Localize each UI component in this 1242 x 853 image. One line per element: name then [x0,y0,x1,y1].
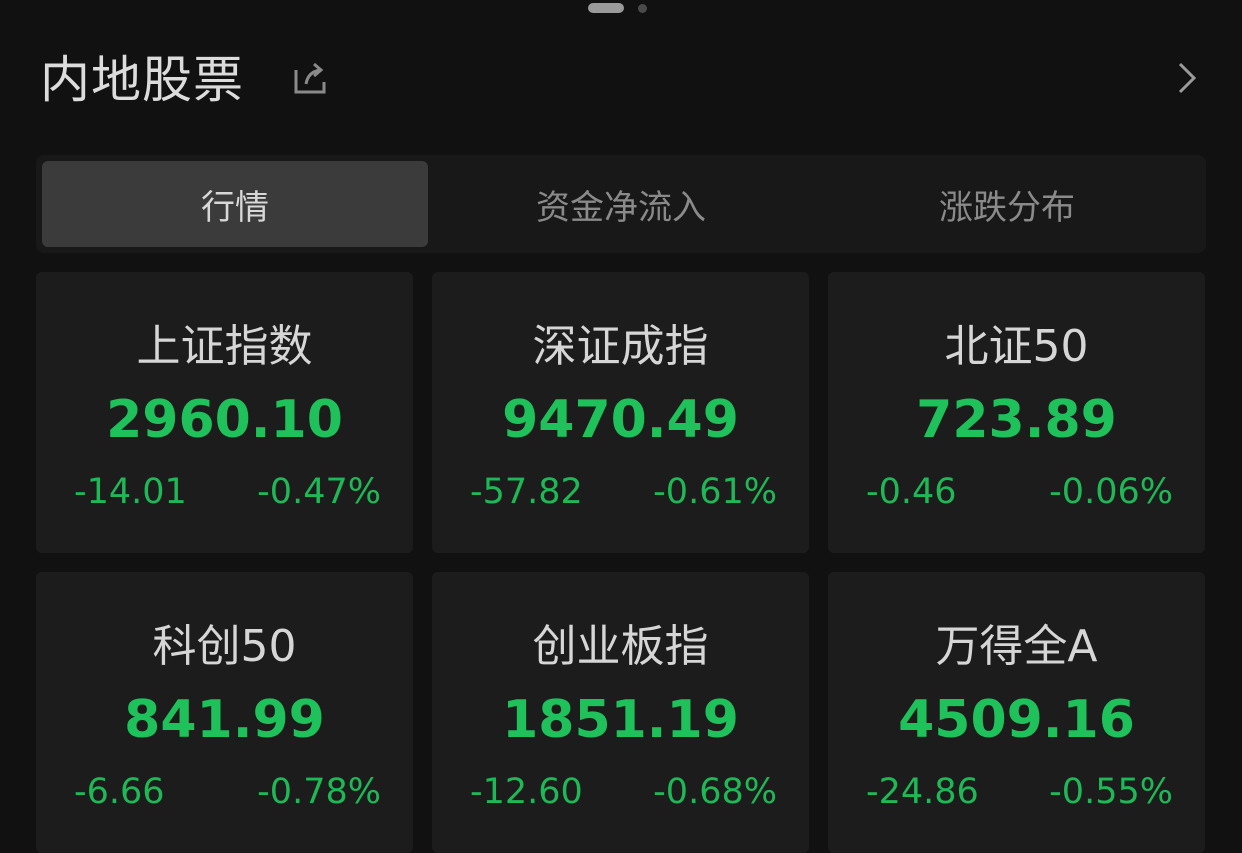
tab-market[interactable]: 行情 [42,161,428,247]
index-change-percent: -0.61% [653,472,777,512]
index-card[interactable]: 上证指数 2960.10 -14.01 -0.47% [36,272,413,553]
index-value: 4509.16 [898,690,1135,750]
tab-distribution[interactable]: 涨跌分布 [939,187,1075,228]
index-change: -14.01 [74,472,187,512]
index-change: -12.60 [470,772,583,812]
index-card[interactable]: 深证成指 9470.49 -57.82 -0.61% [432,272,809,553]
index-card[interactable]: 创业板指 1851.19 -12.60 -0.68% [432,572,809,853]
index-change: -24.86 [866,772,979,812]
index-value: 841.99 [124,690,325,750]
index-change: -57.82 [470,472,583,512]
index-card[interactable]: 万得全A 4509.16 -24.86 -0.55% [828,572,1205,853]
index-value: 2960.10 [106,390,343,450]
index-name: 万得全A [935,621,1098,672]
index-change-percent: -0.06% [1049,472,1173,512]
index-value: 9470.49 [502,390,739,450]
tab-bar: 行情 资金净流入 涨跌分布 [36,155,1206,253]
index-card[interactable]: 北证50 723.89 -0.46 -0.06% [828,272,1205,553]
section-title: 内地股票 [40,51,244,109]
index-change-percent: -0.47% [257,472,381,512]
index-card[interactable]: 科创50 841.99 -6.66 -0.78% [36,572,413,853]
index-name: 上证指数 [136,321,313,372]
index-change: -0.46 [866,472,957,512]
index-change-percent: -0.55% [1049,772,1173,812]
share-icon[interactable] [292,60,328,96]
chevron-right-icon[interactable] [1172,60,1200,96]
page-dot-active[interactable] [588,3,624,13]
page-dot[interactable] [638,3,647,13]
index-name: 创业板指 [532,621,709,672]
index-change-percent: -0.68% [653,772,777,812]
index-value: 1851.19 [502,690,739,750]
page-indicator [588,3,647,13]
index-name: 科创50 [152,621,297,672]
index-name: 北证50 [944,321,1089,372]
tab-net-inflow[interactable]: 资金净流入 [536,187,706,228]
index-name: 深证成指 [532,321,709,372]
index-value: 723.89 [916,390,1117,450]
index-change: -6.66 [74,772,165,812]
index-change-percent: -0.78% [257,772,381,812]
